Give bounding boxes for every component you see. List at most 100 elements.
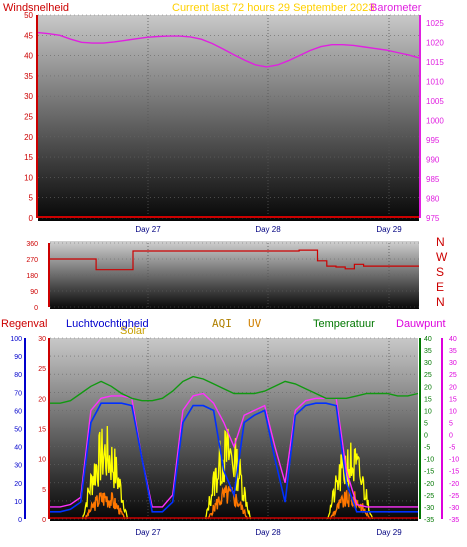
compass-n: N (436, 235, 445, 249)
y-tick-luchtvochtigheid: 15 (38, 427, 46, 434)
y-tick-temperatuur: 5 (424, 420, 428, 427)
y-tick-temperatuur: 0 (424, 433, 428, 440)
y-tick-luchtvochtigheid: 30 (38, 336, 46, 343)
x-tick-bottom: Day 28 (255, 528, 281, 537)
luchtvochtigheid-line (50, 402, 418, 513)
y-tick-left-top: 25 (24, 113, 33, 122)
y-tick-direction: 270 (26, 257, 38, 264)
y-tick-right-top: 985 (426, 175, 440, 184)
y-tick-temperatuur: 20 (424, 384, 432, 391)
y-tick-dauwpunt: 25 (449, 372, 457, 379)
y-tick-right-top: 1025 (426, 19, 444, 28)
compass-n: N (436, 295, 445, 309)
y-tick-temperatuur: -25 (424, 493, 434, 500)
y-tick-dauwpunt: -30 (449, 505, 459, 512)
y-tick-dauwpunt: -15 (449, 469, 459, 476)
y-tick-regenval: 30 (14, 463, 22, 470)
compass-s: S (436, 265, 444, 279)
y-tick-dauwpunt: -5 (449, 445, 455, 452)
y-tick-regenval: 20 (14, 481, 22, 488)
y-tick-dauwpunt: 15 (449, 396, 457, 403)
temperatuur-line (50, 375, 419, 404)
y-tick-right-top: 1015 (426, 58, 444, 67)
y-tick-regenval: 50 (14, 427, 22, 434)
y-tick-regenval: 40 (14, 445, 22, 452)
y-tick-left-top: 45 (24, 31, 33, 40)
y-tick-direction: 0 (34, 305, 38, 312)
y-tick-left-top: 15 (24, 153, 33, 162)
solar-day28 (204, 428, 252, 520)
uv-label: UV (248, 317, 262, 330)
y-tick-temperatuur: 30 (424, 360, 432, 367)
x-tick-bottom: Day 27 (135, 528, 161, 537)
y-tick-dauwpunt: 35 (449, 348, 457, 355)
x-tick-top: Day 28 (255, 225, 281, 234)
y-tick-left-top: 20 (24, 133, 33, 142)
y-tick-dauwpunt: 10 (449, 408, 457, 415)
y-tick-temperatuur: 40 (424, 336, 432, 343)
plot-area-top (38, 15, 419, 221)
y-tick-dauwpunt: -20 (449, 481, 459, 488)
y-tick-regenval: 10 (14, 499, 22, 506)
chart-title: Current last 72 hours 29 September 2023 (172, 2, 374, 14)
y-tick-dauwpunt: 30 (449, 360, 457, 367)
y-tick-temperatuur: -10 (424, 457, 434, 464)
y-tick-right-top: 975 (426, 214, 440, 223)
y-tick-regenval: 60 (14, 408, 22, 415)
y-tick-left-top: 35 (24, 72, 33, 81)
dauwpunt-label: Dauwpunt (396, 318, 446, 330)
y-tick-left-top: 0 (29, 214, 34, 223)
y-tick-dauwpunt: -35 (449, 517, 459, 524)
barometer-line (37, 31, 420, 68)
compass-e: E (436, 280, 444, 294)
solar-day27 (81, 425, 129, 520)
y-tick-dauwpunt: 5 (449, 420, 453, 427)
dauwpunt-line (50, 392, 418, 508)
y-tick-dauwpunt: 40 (449, 336, 457, 343)
y-tick-temperatuur: -20 (424, 481, 434, 488)
y-tick-left-top: 40 (24, 52, 33, 61)
y-tick-luchtvochtigheid: 5 (42, 487, 46, 494)
y-tick-temperatuur: -30 (424, 505, 434, 512)
solar-label: Solar (120, 325, 146, 337)
y-tick-left-top: 30 (24, 92, 33, 101)
barometer-label: Barometer (370, 2, 422, 14)
y-tick-regenval: 100 (10, 336, 22, 343)
y-tick-direction: 90 (30, 289, 38, 296)
y-tick-right-top: 990 (426, 155, 440, 164)
y-tick-temperatuur: -15 (424, 469, 434, 476)
y-tick-right-top: 1005 (426, 97, 444, 106)
y-tick-dauwpunt: -10 (449, 457, 459, 464)
y-tick-right-top: 1010 (426, 77, 444, 86)
y-tick-temperatuur: -35 (424, 517, 434, 524)
regenval-label: Regenval (1, 318, 47, 330)
y-tick-regenval: 0 (18, 517, 22, 524)
y-tick-right-top: 1000 (426, 116, 444, 125)
y-tick-temperatuur: 35 (424, 348, 432, 355)
x-tick-top: Day 27 (135, 225, 161, 234)
y-tick-regenval: 70 (14, 390, 22, 397)
wind-direction-line (50, 249, 419, 271)
y-tick-left-top: 10 (24, 173, 33, 182)
solar-day29 (326, 442, 374, 520)
y-tick-right-top: 995 (426, 136, 440, 145)
y-tick-regenval: 90 (14, 354, 22, 361)
y-tick-left-top: 5 (29, 194, 34, 203)
y-tick-direction: 360 (26, 241, 38, 248)
uv-day28 (207, 485, 249, 520)
y-tick-dauwpunt: 20 (449, 384, 457, 391)
compass-w: W (436, 250, 448, 264)
uv-day27 (84, 492, 126, 520)
y-tick-right-top: 1020 (426, 38, 444, 47)
y-tick-temperatuur: 10 (424, 408, 432, 415)
aqi-label: AQI (212, 317, 232, 330)
y-tick-dauwpunt: -25 (449, 493, 459, 500)
temperatuur-label: Temperatuur (313, 318, 375, 330)
y-tick-right-top: 980 (426, 194, 440, 203)
y-tick-temperatuur: -5 (424, 445, 430, 452)
y-tick-left-top: 50 (24, 11, 33, 20)
x-tick-bottom: Day 29 (376, 528, 402, 537)
y-tick-dauwpunt: 0 (449, 433, 453, 440)
